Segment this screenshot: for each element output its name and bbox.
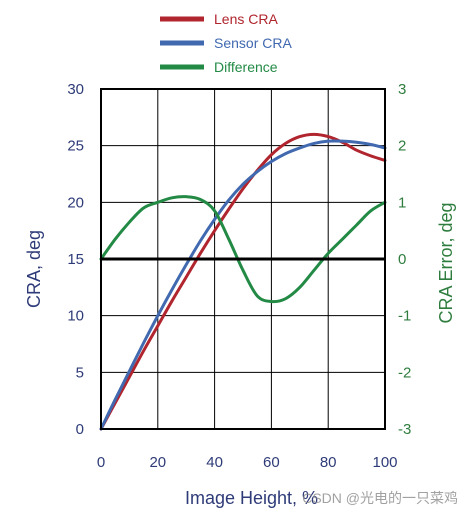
series-line-lens-cra [99,132,387,431]
watermark: CSDN @光电的一只菜鸡 [302,490,458,506]
y-left-tick-label: 15 [67,251,84,268]
y-right-tick-label: 2 [398,138,406,155]
x-tick-label: 40 [206,454,223,471]
y-left-tick-label: 5 [76,364,84,381]
legend-label-difference: Difference [214,59,278,75]
y-right-tick-label: -2 [398,364,411,381]
y-right-tick-label: 0 [398,251,406,268]
series-layer [99,132,387,431]
y-right-tick-label: 3 [398,81,406,98]
legend-label-lens-cra: Lens CRA [214,11,278,27]
x-tick-label: 20 [149,454,166,471]
series-line-sensor-cra [99,139,387,431]
y-right-tick-label: 1 [398,194,406,211]
plot-frame [100,88,386,430]
y-left-tick-label: 25 [67,138,84,155]
y-left-tick-label: 0 [76,421,84,438]
y-left-tick-label: 20 [67,194,84,211]
x-tick-label: 100 [372,454,397,471]
legend: Lens CRA Sensor CRA Difference [160,11,292,75]
series-line-difference [99,195,387,304]
y-left-tick-label: 30 [67,81,84,98]
x-tick-label: 60 [263,454,280,471]
y-axis-left-title: CRA, deg [24,230,44,308]
y-axis-right-title: CRA Error, deg [436,202,456,323]
x-tick-label: 80 [320,454,337,471]
legend-label-sensor-cra: Sensor CRA [214,35,292,51]
x-tick-label: 0 [97,454,105,471]
y-right-tick-label: -1 [398,308,411,325]
y-left-tick-label: 10 [67,308,84,325]
x-axis-title: Image Height, % [185,488,318,508]
y-right-tick-label: -3 [398,421,411,438]
